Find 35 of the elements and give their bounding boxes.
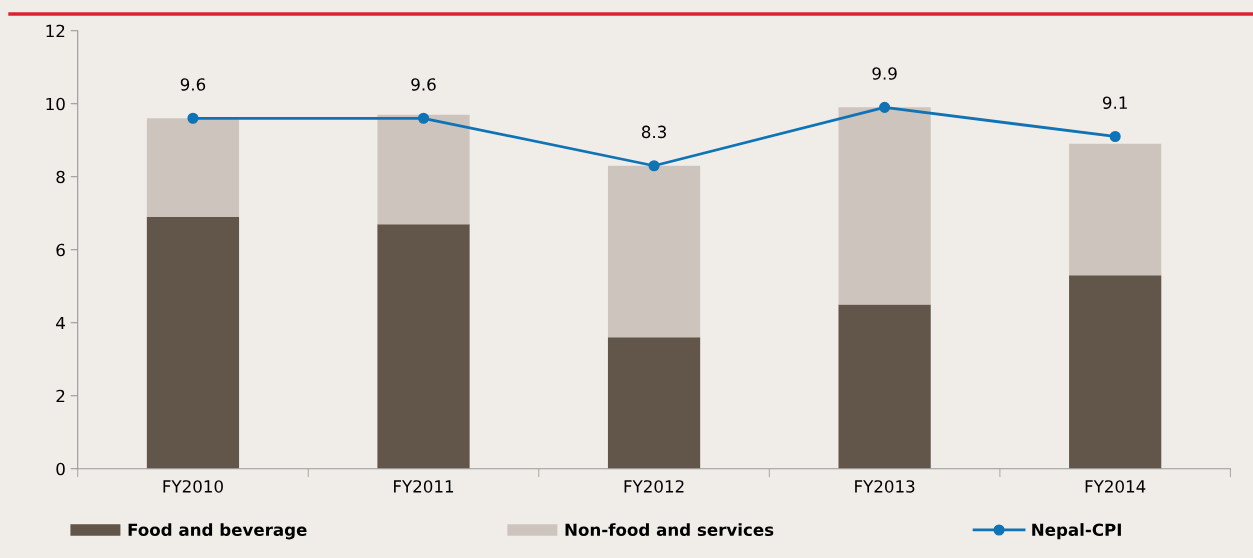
point — [187, 112, 199, 124]
legend-label: Non-food and services — [565, 523, 774, 537]
x-tick-label: FY2011 — [394, 480, 454, 493]
x-tick-label: FY2010 — [163, 480, 223, 493]
y-tick-label: 12 — [46, 24, 65, 38]
point — [417, 112, 430, 124]
y-tick-label: 10 — [46, 97, 65, 111]
bar — [607, 337, 701, 469]
y-tick-label: 4 — [56, 316, 65, 330]
legend-label: Nepal-CPI — [1032, 523, 1121, 540]
x-tick-label: FY2012 — [624, 480, 684, 493]
data-label: 8.3 — [641, 125, 666, 139]
x-tick-label: FY2013 — [855, 480, 915, 493]
bar — [838, 107, 931, 305]
bar — [607, 165, 701, 338]
point — [648, 160, 660, 172]
y-tick-label: 2 — [56, 389, 65, 403]
data-label: 9.9 — [872, 67, 897, 80]
bar — [1069, 143, 1162, 276]
bar — [1069, 275, 1162, 469]
point — [879, 101, 891, 113]
y-tick-label: 0 — [56, 462, 65, 476]
bar — [146, 216, 240, 469]
bar — [377, 114, 470, 225]
bar — [838, 304, 931, 469]
x-tick-label: FY2014 — [1085, 480, 1146, 493]
y-tick-label: 8 — [56, 170, 65, 184]
data-label: 9.1 — [1102, 96, 1127, 110]
y-tick-label: 6 — [56, 243, 65, 257]
data-label: 9.6 — [411, 78, 436, 91]
data-label: 9.6 — [180, 78, 206, 91]
legend-label: Food and beverage — [128, 523, 307, 540]
point — [1109, 130, 1121, 143]
bar — [146, 118, 240, 217]
bar — [377, 224, 470, 469]
